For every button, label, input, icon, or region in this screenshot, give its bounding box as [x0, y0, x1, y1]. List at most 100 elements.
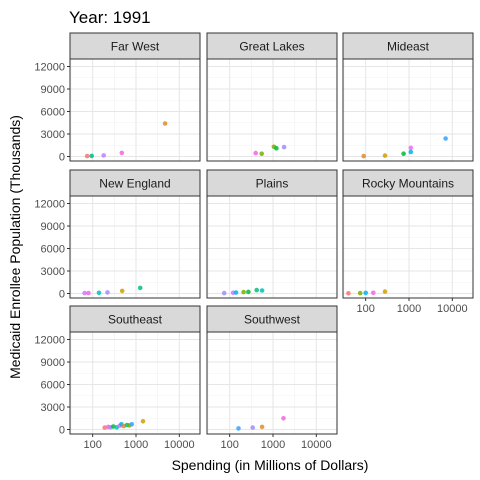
y-tick-label: 0	[59, 425, 65, 437]
data-point	[281, 144, 287, 150]
y-tick-label: 6000	[41, 107, 65, 119]
panel-border	[69, 195, 201, 299]
facet-strip	[342, 32, 474, 60]
data-point	[241, 289, 246, 295]
data-point	[443, 136, 448, 141]
data-point	[401, 151, 406, 156]
x-tick-label: 1000	[124, 439, 148, 451]
facet-strip	[342, 169, 474, 197]
data-point	[101, 153, 106, 158]
panel-border	[206, 195, 338, 299]
panel-border	[342, 195, 474, 299]
facet-panels: Far West 0 3000 6000 9000 12000 Great Lakes Mid…	[34, 32, 474, 451]
panel-background	[343, 196, 473, 298]
y-tick-label: 3000	[41, 129, 65, 141]
y-tick-label: 12000	[34, 199, 65, 211]
facet-strip-label: Plains	[256, 177, 289, 191]
chart-title: Year: 1991	[69, 8, 151, 27]
data-point	[96, 290, 102, 296]
x-axis-title: Spending (in Millions of Dollars)	[172, 457, 369, 473]
facet-strip-label: Mideast	[387, 40, 430, 54]
panel-background	[70, 196, 200, 298]
facet-panel: Southwest 100 1000 10000	[206, 305, 338, 451]
x-tick-label: 10000	[164, 439, 195, 451]
data-point	[253, 150, 258, 156]
data-point	[346, 291, 351, 296]
facet-strip	[69, 169, 201, 197]
y-tick-label: 6000	[41, 244, 65, 256]
data-point	[129, 422, 135, 427]
panel-background	[207, 196, 337, 298]
facet-panel: Plains	[206, 169, 338, 299]
data-point	[162, 121, 168, 126]
x-tick-label: 1000	[261, 439, 285, 451]
panel-border	[69, 331, 201, 435]
y-tick-label: 0	[59, 152, 65, 164]
panel-background	[70, 59, 200, 161]
data-point	[111, 424, 116, 429]
data-point	[361, 153, 367, 159]
data-point	[382, 153, 388, 158]
y-tick-label: 6000	[41, 380, 65, 392]
x-tick-label: 10000	[437, 303, 468, 315]
panel-border	[206, 331, 338, 435]
facet-strip-label: Rocky Mountains	[362, 177, 454, 191]
y-tick-label: 3000	[41, 266, 65, 278]
y-tick-label: 12000	[34, 62, 65, 74]
x-tick-label: 100	[220, 439, 238, 451]
facet-panel: New England 0 3000 6000 9000 12000	[34, 169, 201, 301]
facet-panel: Far West 0 3000 6000 9000 12000	[34, 32, 201, 164]
x-tick-label: 100	[356, 303, 374, 315]
data-point	[408, 145, 414, 151]
y-tick-label: 9000	[41, 357, 65, 369]
data-point	[408, 149, 414, 155]
data-point	[363, 290, 369, 296]
x-tick-label: 100	[83, 439, 101, 451]
data-point	[233, 290, 239, 295]
y-tick-label: 12000	[34, 335, 65, 347]
y-tick-label: 3000	[41, 402, 65, 414]
facet-strip-label: New England	[99, 177, 170, 191]
facet-panel: Great Lakes	[206, 32, 338, 162]
data-point	[89, 153, 94, 159]
facet-panel: Mideast	[342, 32, 474, 162]
data-point	[254, 287, 259, 293]
data-point	[274, 146, 279, 151]
data-point	[246, 289, 251, 295]
data-point	[371, 290, 376, 296]
facet-strip-label: Southeast	[108, 313, 163, 327]
panel-border	[69, 58, 201, 162]
data-point	[119, 288, 125, 294]
data-point	[86, 290, 91, 296]
panel-border	[342, 58, 474, 162]
data-point	[236, 426, 241, 431]
x-tick-label: 10000	[301, 439, 332, 451]
data-point	[281, 416, 286, 421]
data-point	[259, 288, 265, 293]
panel-background	[207, 59, 337, 161]
facet-strip-label: Far West	[111, 40, 160, 54]
y-axis-title: Medicaid Enrollee Population (Thousands)	[7, 115, 23, 379]
data-point	[221, 290, 227, 296]
panel-background	[207, 332, 337, 434]
facet-panel: Southeast 0 3000 6000 9000 12000 100 1000 10000	[34, 305, 201, 451]
y-tick-label: 9000	[41, 221, 65, 233]
data-point	[84, 153, 90, 159]
facet-strip	[69, 32, 201, 60]
facet-strip-label: Southwest	[244, 313, 301, 327]
data-point	[259, 151, 265, 156]
panel-background	[70, 332, 200, 434]
data-point	[137, 285, 143, 291]
data-point	[250, 425, 255, 430]
data-point	[259, 424, 265, 430]
data-point	[382, 289, 388, 294]
panel-border	[206, 58, 338, 162]
data-point	[140, 419, 146, 424]
x-tick-label: 1000	[397, 303, 421, 315]
facet-strip-label: Great Lakes	[239, 40, 304, 54]
facet-strip	[206, 32, 338, 60]
data-point	[119, 150, 125, 156]
facet-panel: Rocky Mountains 100 1000 10000	[342, 169, 474, 315]
y-tick-label: 9000	[41, 84, 65, 96]
